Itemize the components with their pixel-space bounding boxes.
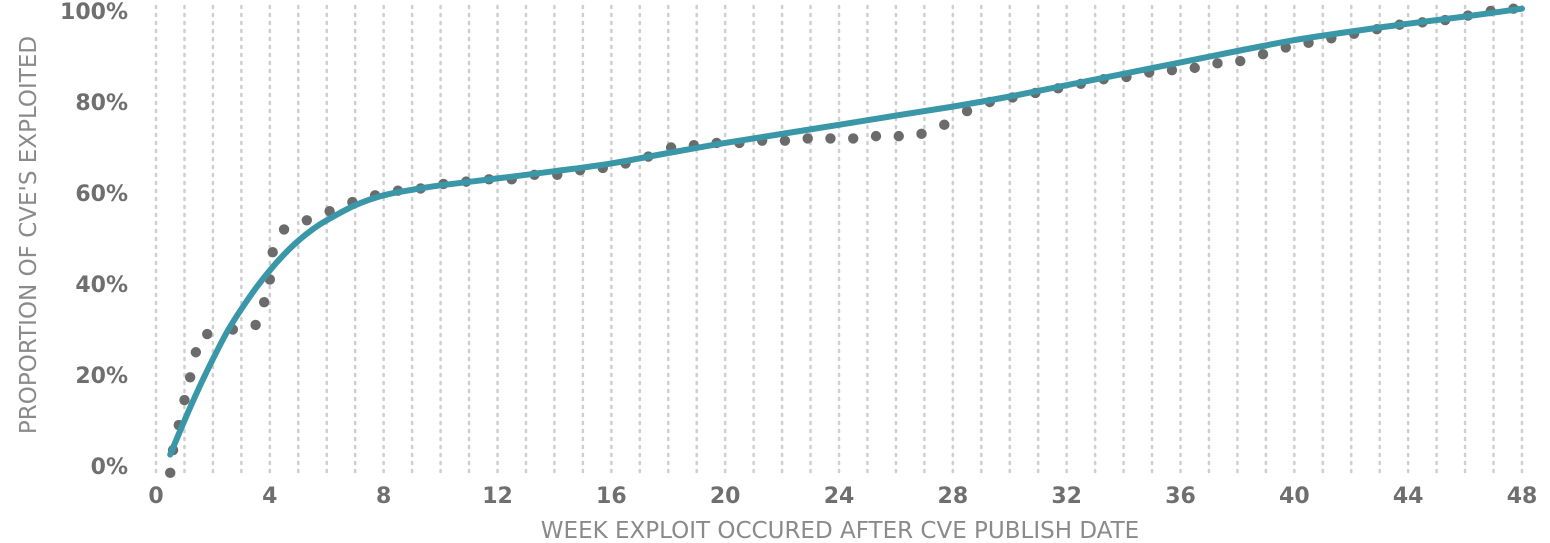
grid-lines bbox=[154, 4, 1524, 480]
data-point bbox=[779, 135, 791, 146]
data-point bbox=[250, 319, 261, 331]
x-tick-label: 32 bbox=[1051, 484, 1082, 509]
x-tick-label: 48 bbox=[1507, 484, 1538, 509]
x-axis-title: WEEK EXPLOIT OCCURED AFTER CVE PUBLISH D… bbox=[541, 518, 1139, 543]
data-point bbox=[825, 133, 836, 144]
data-point bbox=[258, 297, 270, 308]
x-tick-label: 12 bbox=[482, 484, 513, 509]
x-tick-label: 28 bbox=[938, 484, 969, 509]
fit-line bbox=[167, 5, 1525, 458]
x-tick-label: 8 bbox=[376, 484, 391, 509]
data-point bbox=[184, 372, 196, 383]
data-point bbox=[893, 130, 904, 142]
data-point bbox=[802, 133, 813, 144]
data-point bbox=[301, 215, 313, 226]
data-point bbox=[278, 224, 290, 235]
data-point bbox=[190, 347, 202, 358]
data-point bbox=[870, 130, 882, 142]
data-point bbox=[916, 128, 927, 140]
x-tick-label: 44 bbox=[1393, 484, 1424, 509]
data-point bbox=[202, 328, 213, 340]
x-tick-label: 36 bbox=[1165, 484, 1196, 509]
x-tick-label: 40 bbox=[1279, 484, 1310, 509]
x-tick-label: 4 bbox=[262, 484, 277, 509]
data-point bbox=[848, 133, 859, 144]
data-points bbox=[165, 3, 1519, 479]
y-tick-label: 80% bbox=[75, 91, 128, 116]
y-tick-label: 40% bbox=[75, 273, 128, 298]
y-tick-label: 60% bbox=[75, 182, 128, 207]
y-tick-label: 0% bbox=[91, 455, 128, 480]
y-tick-label: 100% bbox=[60, 0, 128, 25]
data-point bbox=[1235, 55, 1246, 67]
y-axis-ticks: 0% 20% 40% 60% 80% 100% bbox=[60, 0, 128, 480]
data-point bbox=[165, 467, 176, 479]
x-tick-label: 0 bbox=[148, 484, 163, 509]
data-point bbox=[1189, 62, 1200, 74]
x-tick-label: 24 bbox=[824, 484, 855, 509]
data-point bbox=[961, 105, 973, 117]
data-point bbox=[939, 119, 950, 130]
data-point bbox=[324, 206, 335, 217]
data-point bbox=[179, 394, 190, 406]
x-tick-label: 20 bbox=[710, 484, 741, 509]
data-point bbox=[1212, 58, 1223, 69]
data-point bbox=[1257, 49, 1269, 60]
y-axis-title: PROPORTION OF CVE'S EXPLOITED bbox=[16, 36, 42, 434]
x-axis-ticks: 0 4 8 12 16 20 24 28 32 36 40 44 48 bbox=[148, 484, 1537, 509]
y-tick-label: 20% bbox=[75, 364, 128, 389]
data-point bbox=[267, 246, 278, 258]
x-tick-label: 16 bbox=[596, 484, 627, 509]
